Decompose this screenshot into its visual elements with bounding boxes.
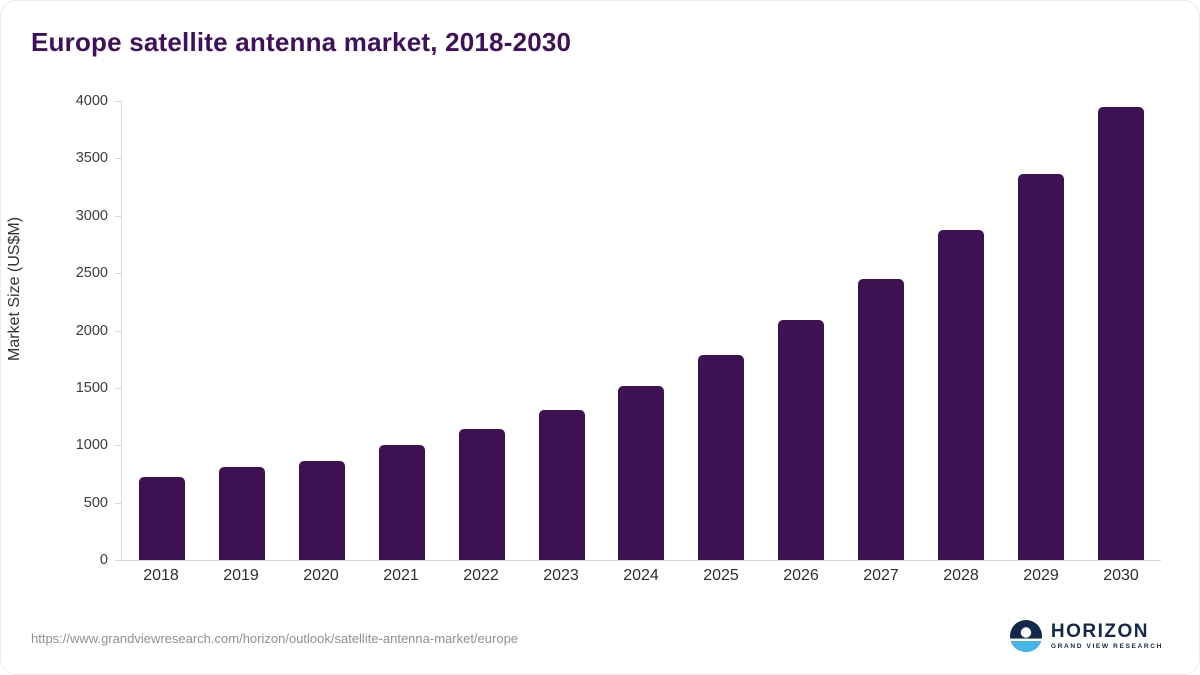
y-axis-label-text: Market Size (US$M) (6, 216, 23, 361)
y-tick-label: 2000 (75, 322, 108, 339)
y-tick-label: 2500 (75, 265, 108, 282)
bar-slot (602, 101, 682, 560)
bar-slot (681, 101, 761, 560)
x-tick-label: 2019 (223, 567, 259, 584)
y-tick-mark (115, 445, 122, 447)
bar-2029 (1018, 174, 1065, 560)
bar-2020 (298, 460, 345, 560)
bar-slot (202, 101, 282, 560)
bar-2019 (218, 467, 265, 560)
y-tick-mark (115, 101, 122, 102)
x-tick-label: 2026 (783, 567, 819, 584)
horizon-logo-icon (1009, 620, 1042, 652)
y-tick-label: 4000 (75, 93, 108, 109)
y-tick-label: 0 (99, 552, 108, 568)
bar-slot (921, 101, 1001, 560)
x-tick-label: 2029 (1023, 567, 1059, 584)
bar-2028 (938, 230, 985, 560)
bar-slot (122, 101, 202, 560)
y-tick-label: 1000 (75, 437, 108, 454)
x-tick-label: 2027 (863, 567, 899, 584)
y-tick-mark (115, 330, 122, 332)
logo-name: HORIZON (1050, 620, 1149, 642)
bar-slot (841, 101, 921, 560)
x-tick-label: 2021 (383, 567, 419, 584)
x-tick-label: 2030 (1103, 567, 1139, 584)
bar-2022 (458, 429, 505, 560)
x-tick-label: 2020 (303, 567, 339, 584)
bar-2025 (698, 355, 745, 560)
bar-slot (1001, 101, 1081, 560)
y-tick-mark (115, 273, 122, 275)
bars (122, 101, 1161, 560)
x-tick-label: 2025 (703, 567, 739, 584)
bar-slot (362, 101, 442, 560)
bar-2023 (538, 410, 585, 560)
x-tick-label: 2028 (943, 567, 979, 584)
x-tick-label: 2022 (463, 567, 499, 584)
y-tick-label: 1500 (75, 379, 108, 396)
bar-2026 (778, 320, 825, 560)
y-tick-mark (115, 387, 122, 389)
horizon-logo: HORIZON GRAND VIEW RESEARCH (1009, 620, 1163, 652)
y-tick-mark (115, 215, 122, 217)
y-tick-label: 3500 (75, 150, 108, 167)
x-axis: 2018 2019 2020 2021 2022 2023 2024 2025 2026 2027… (121, 567, 1161, 585)
bar-2030 (1098, 106, 1145, 560)
y-axis-label: Market Size (US$M) (6, 217, 24, 361)
bar-2021 (378, 445, 425, 560)
bar-2024 (618, 385, 665, 560)
x-tick-label: 2018 (143, 567, 179, 584)
logo-subtitle: GRAND VIEW RESEARCH (1050, 642, 1163, 650)
y-tick-mark (115, 502, 122, 504)
bar-slot (442, 101, 522, 560)
bar-slot (522, 101, 602, 560)
y-tick-label: 3000 (75, 207, 108, 224)
horizon-logo-text: HORIZON GRAND VIEW RESEARCH (1051, 622, 1163, 651)
x-tick-label: 2023 (543, 567, 579, 584)
plot-area: 0 500 1000 1500 2000 2500 3000 3500 4000 (76, 93, 1161, 568)
bar-2027 (858, 279, 905, 560)
y-tick-label: 500 (83, 494, 108, 511)
bar-2018 (138, 477, 185, 560)
bar-slot (761, 101, 841, 560)
y-tick-mark (115, 560, 122, 561)
bar-slot (282, 101, 362, 560)
chart-title: Europe satellite antenna market, 2018-20… (31, 27, 572, 57)
source-url: https://www.grandviewresearch.com/horizo… (31, 631, 519, 646)
x-tick-label: 2024 (623, 567, 659, 584)
bar-slot (1081, 101, 1161, 560)
y-tick-mark (115, 158, 122, 160)
